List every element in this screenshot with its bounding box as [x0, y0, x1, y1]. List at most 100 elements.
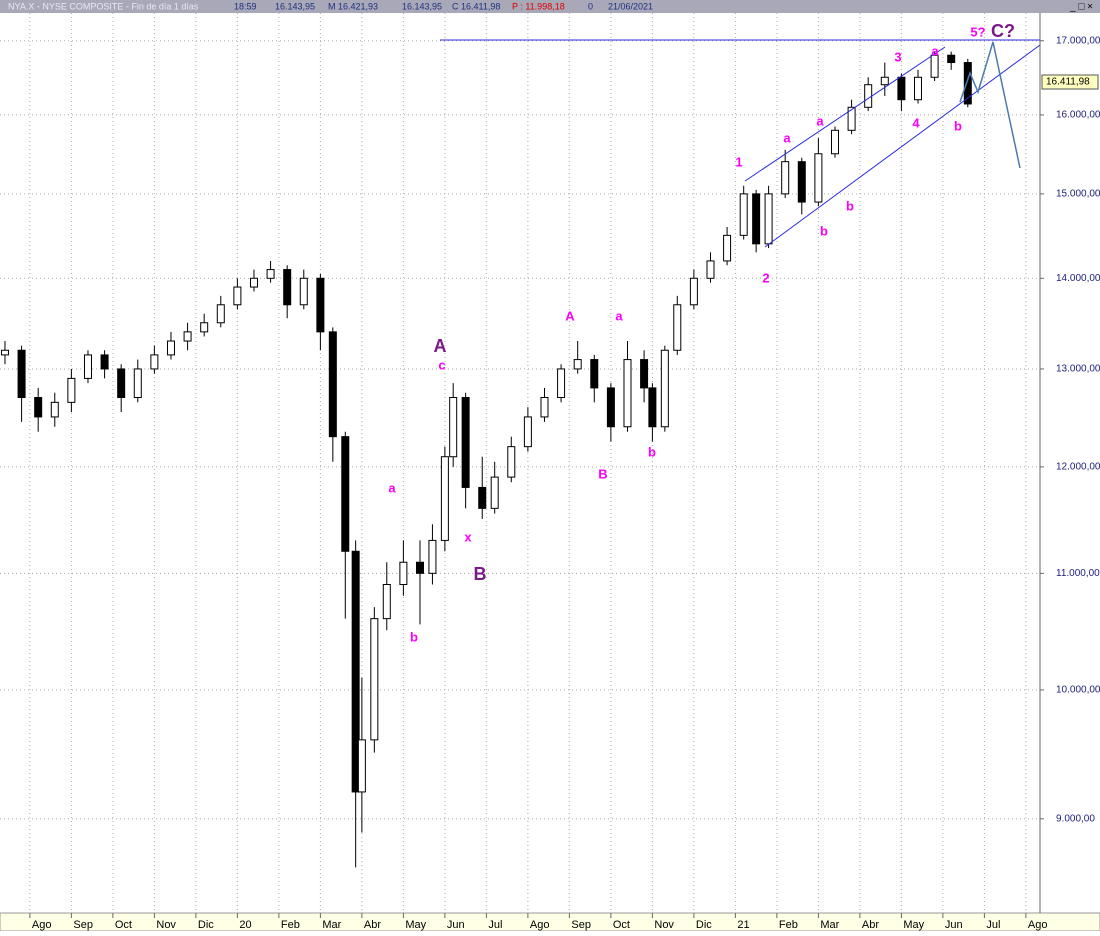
- candle-body: [316, 277, 325, 333]
- candle-body: [897, 76, 906, 101]
- x-tick-label: Oct: [613, 919, 630, 931]
- channel-upper: [744, 46, 946, 182]
- wave-label: C?: [991, 21, 1015, 41]
- y-tick-label: 13.000,00: [1056, 364, 1100, 375]
- wave-label: a: [816, 113, 824, 128]
- candle-body: [706, 260, 715, 279]
- candle-body: [100, 354, 109, 370]
- x-tick-label: Sep: [571, 919, 591, 931]
- candle-body: [351, 550, 360, 793]
- projection-path: [959, 41, 1021, 169]
- last-price-label: 16.411,98: [1046, 77, 1090, 88]
- candle-body: [606, 387, 615, 428]
- x-tick-label: Oct: [115, 919, 132, 931]
- candle-body: [590, 359, 599, 389]
- x-tick-label: Feb: [779, 919, 798, 931]
- candle-body: [0, 349, 9, 356]
- candle-body: [83, 354, 92, 379]
- candle-body: [341, 436, 350, 552]
- x-tick-label: May: [903, 919, 924, 931]
- wave-label: b: [648, 444, 656, 459]
- wave-label: a: [615, 308, 623, 323]
- wave-label: 5?: [970, 24, 985, 39]
- x-tick-label: Dic: [696, 919, 712, 931]
- candle-body: [266, 269, 275, 279]
- wave-label: 1: [735, 154, 742, 169]
- last-price-box: [1041, 74, 1099, 90]
- y-tick-label: 12.000,00: [1056, 462, 1100, 473]
- x-tick-label: Nov: [654, 919, 674, 931]
- candle-body: [370, 618, 379, 741]
- x-tick-label: Feb: [281, 919, 300, 931]
- candle-body: [382, 583, 391, 620]
- x-tick-label: Abr: [364, 919, 381, 931]
- x-tick-label: Nov: [156, 919, 176, 931]
- candle-body: [490, 476, 499, 509]
- window-buttons[interactable]: _ □ ×: [1069, 2, 1093, 13]
- candle-body: [328, 331, 337, 438]
- wave-label: 3: [894, 49, 901, 64]
- candle-body: [830, 129, 839, 155]
- candle-body: [507, 446, 516, 478]
- candle-body: [440, 456, 449, 541]
- y-tick-label: 11.000,00: [1056, 568, 1100, 579]
- candle-body: [573, 359, 582, 370]
- candle-body: [117, 368, 126, 399]
- y-tick-label: 16.000,00: [1056, 110, 1100, 121]
- candle-body: [17, 349, 26, 399]
- x-tick-label: 20: [239, 919, 251, 931]
- x-tick-label: Jun: [447, 919, 465, 931]
- x-tick-label: Mar: [322, 919, 341, 931]
- candle-body: [660, 349, 669, 428]
- candle-body: [623, 359, 632, 428]
- candle-body: [67, 377, 76, 403]
- candle-body: [557, 368, 566, 399]
- x-tick-label: May: [405, 919, 426, 931]
- symbol: NYA.X - NYSE COMPOSITE - Fin de día 1 dí…: [8, 1, 199, 11]
- candle-body: [947, 54, 956, 64]
- candle-body: [415, 561, 424, 574]
- p-value: P : 11.998,18: [512, 1, 565, 11]
- candle-body: [183, 331, 192, 342]
- candle-body: [461, 397, 470, 488]
- candle-body: [640, 359, 649, 389]
- candle-body: [478, 486, 487, 509]
- candle-body: [913, 76, 922, 101]
- candle-body: [689, 277, 698, 306]
- candle-body: [540, 397, 549, 418]
- wave-label: B: [598, 466, 607, 481]
- candle-body: [814, 153, 823, 203]
- candle-body: [963, 62, 972, 105]
- candle-body: [930, 54, 939, 78]
- candle-body: [249, 277, 258, 288]
- candle-body: [523, 416, 532, 448]
- candle-body: [764, 193, 773, 245]
- y-tick-label: 15.000,00: [1056, 189, 1100, 200]
- wave-label: 4: [912, 115, 920, 130]
- candle-body: [428, 539, 437, 574]
- candle-body: [781, 161, 790, 195]
- wave-label: a: [388, 480, 396, 495]
- x-tick-label: Jun: [945, 919, 963, 931]
- candle-body: [299, 277, 308, 306]
- x-tick-label: Ago: [530, 919, 550, 931]
- title-bar: [0, 0, 1100, 13]
- elliott-lines: [440, 39, 1041, 248]
- wave-label: b: [820, 223, 828, 238]
- candle-body: [723, 234, 732, 262]
- wave-label: B: [474, 564, 487, 584]
- x-tick-label: Dic: [198, 919, 214, 931]
- wave-label: b: [846, 198, 854, 213]
- wave-label: a: [783, 130, 791, 145]
- candle-body: [357, 739, 366, 793]
- time: 18:59: [234, 1, 257, 11]
- x-tick-label: Mar: [820, 919, 839, 931]
- wave-label: A: [434, 336, 447, 356]
- candle-body: [847, 106, 856, 131]
- x-tick-label: Sep: [73, 919, 93, 931]
- candle-body: [150, 354, 159, 370]
- wave-label: a: [931, 43, 939, 58]
- candle-body: [133, 368, 142, 399]
